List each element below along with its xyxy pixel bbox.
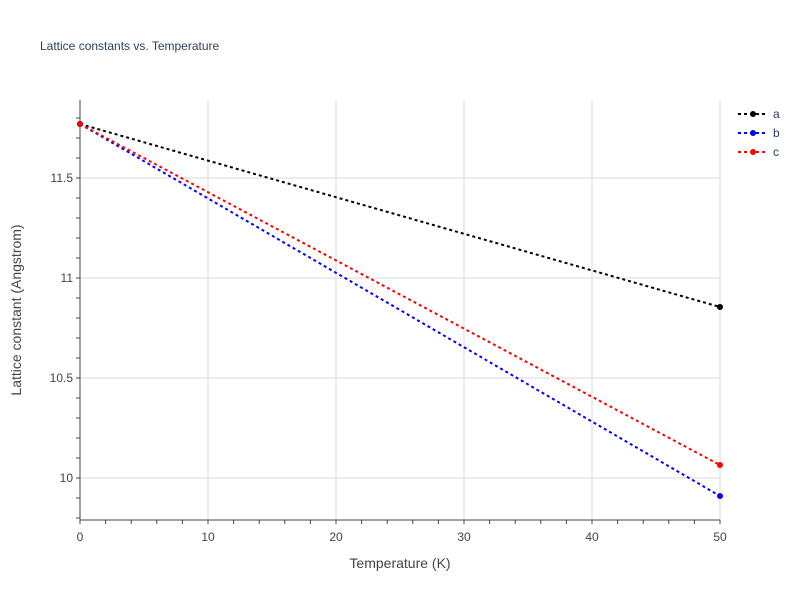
x-tick-label: 40 [585, 530, 599, 544]
series-line-a [79, 123, 721, 308]
data-point-a [717, 304, 723, 310]
x-tick-label: 10 [201, 530, 215, 544]
y-tick-label: 11.5 [51, 171, 74, 185]
legend-label: a [773, 107, 780, 121]
x-axis-title: Temperature (K) [349, 555, 450, 571]
chart-title: Lattice constants vs. Temperature [40, 39, 220, 53]
x-tick-label: 20 [329, 530, 343, 544]
series-line-c [79, 123, 721, 466]
legend-label: c [773, 145, 779, 159]
axes: 0 10 20 30 40 50 10 10.5 11 11.5 [50, 100, 727, 544]
legend-marker [750, 130, 756, 136]
series-layer [77, 121, 723, 499]
y-tick-label: 10.5 [50, 371, 74, 385]
series-line-b [79, 123, 721, 497]
grid [80, 100, 721, 520]
legend-item-a[interactable]: a [738, 107, 780, 121]
data-point-b [717, 493, 723, 499]
y-tick-label: 10 [60, 471, 74, 485]
y-tick-label: 11 [61, 271, 74, 285]
y-axis-title: Lattice constant (Angstrom) [8, 224, 24, 395]
legend[interactable]: abc [738, 107, 780, 159]
data-point-c [77, 121, 83, 127]
legend-item-b[interactable]: b [738, 126, 780, 140]
legend-label: b [773, 126, 780, 140]
x-tick-label: 50 [713, 530, 727, 544]
x-tick-label: 30 [457, 530, 471, 544]
x-tick-label: 0 [77, 530, 84, 544]
data-point-c [717, 462, 723, 468]
legend-item-c[interactable]: c [738, 145, 779, 159]
legend-marker [750, 111, 756, 117]
legend-marker [750, 149, 756, 155]
